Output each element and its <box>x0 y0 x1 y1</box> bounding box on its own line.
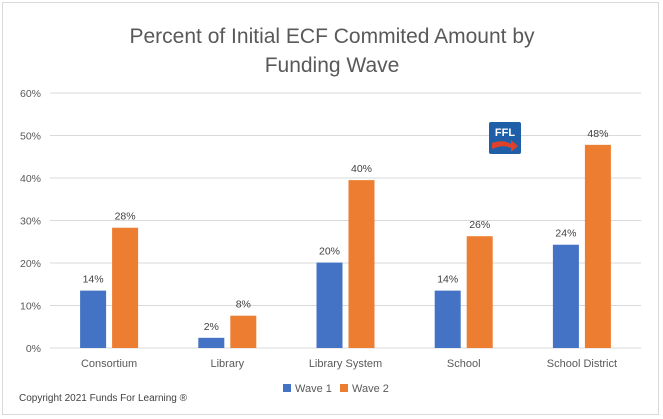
bar-1 <box>434 290 461 348</box>
y-axis-ticks: 0% 10% 20% 30% 40% 50% 60% <box>20 88 41 355</box>
ffl-logo: FFL <box>489 122 521 154</box>
bar-2 <box>584 144 611 348</box>
data-label: 24% <box>555 228 576 240</box>
bar-2 <box>348 180 375 348</box>
data-label: 28% <box>115 211 136 223</box>
chart-frame: Percent of Initial ECF Commited Amount b… <box>2 2 659 415</box>
data-label: 14% <box>83 274 104 286</box>
legend-swatch-wave-2 <box>340 384 348 392</box>
legend-label-wave-2: Wave 2 <box>352 383 389 395</box>
data-label: 14% <box>437 274 458 286</box>
chart-title-line-2: Funding Wave <box>265 54 400 77</box>
y-tick-label: 50% <box>20 131 41 143</box>
bars <box>80 144 611 348</box>
x-category-label: Consortium <box>81 358 137 370</box>
data-label: 8% <box>236 299 251 311</box>
legend-swatch-wave-1 <box>283 384 291 392</box>
y-tick-label: 60% <box>20 88 41 100</box>
copyright-text: Copyright 2021 Funds For Learning ® <box>19 393 188 404</box>
x-axis-categories: Consortium Library Library System School Sch… <box>81 358 617 370</box>
data-label: 20% <box>319 246 340 258</box>
gridlines <box>50 92 641 349</box>
bar-1 <box>552 244 579 348</box>
bar-2 <box>230 315 257 348</box>
bar-chart: Percent of Initial ECF Commited Amount b… <box>19 25 641 404</box>
chart-title-line-1: Percent of Initial ECF Commited Amount b… <box>130 25 535 48</box>
data-labels: 14% 28% 2% 8% 20% 40% 14% 26% 24% 48% <box>83 128 609 333</box>
x-category-label: School <box>447 358 481 370</box>
ffl-logo-arrow-icon <box>492 140 518 152</box>
y-tick-label: 40% <box>20 173 41 185</box>
y-tick-label: 30% <box>20 216 41 228</box>
bar-2 <box>112 227 139 348</box>
y-tick-label: 10% <box>20 301 41 313</box>
legend-label-wave-1: Wave 1 <box>295 383 332 395</box>
ffl-logo-text: FFL <box>495 127 515 139</box>
bar-1 <box>198 337 225 348</box>
data-label: 2% <box>204 321 219 333</box>
x-category-label: Library System <box>309 358 382 370</box>
legend: Wave 1 Wave 2 <box>283 383 389 395</box>
data-label: 40% <box>351 163 372 175</box>
bar-2 <box>466 236 493 348</box>
bar-1 <box>80 290 107 348</box>
bar-1 <box>316 262 343 348</box>
x-category-label: School District <box>547 358 617 370</box>
y-tick-label: 0% <box>26 343 41 355</box>
y-tick-label: 20% <box>20 258 41 270</box>
x-category-label: Library <box>210 358 244 370</box>
data-label: 48% <box>587 128 608 140</box>
chart-title: Percent of Initial ECF Commited Amount b… <box>130 25 535 77</box>
data-label: 26% <box>469 219 490 231</box>
